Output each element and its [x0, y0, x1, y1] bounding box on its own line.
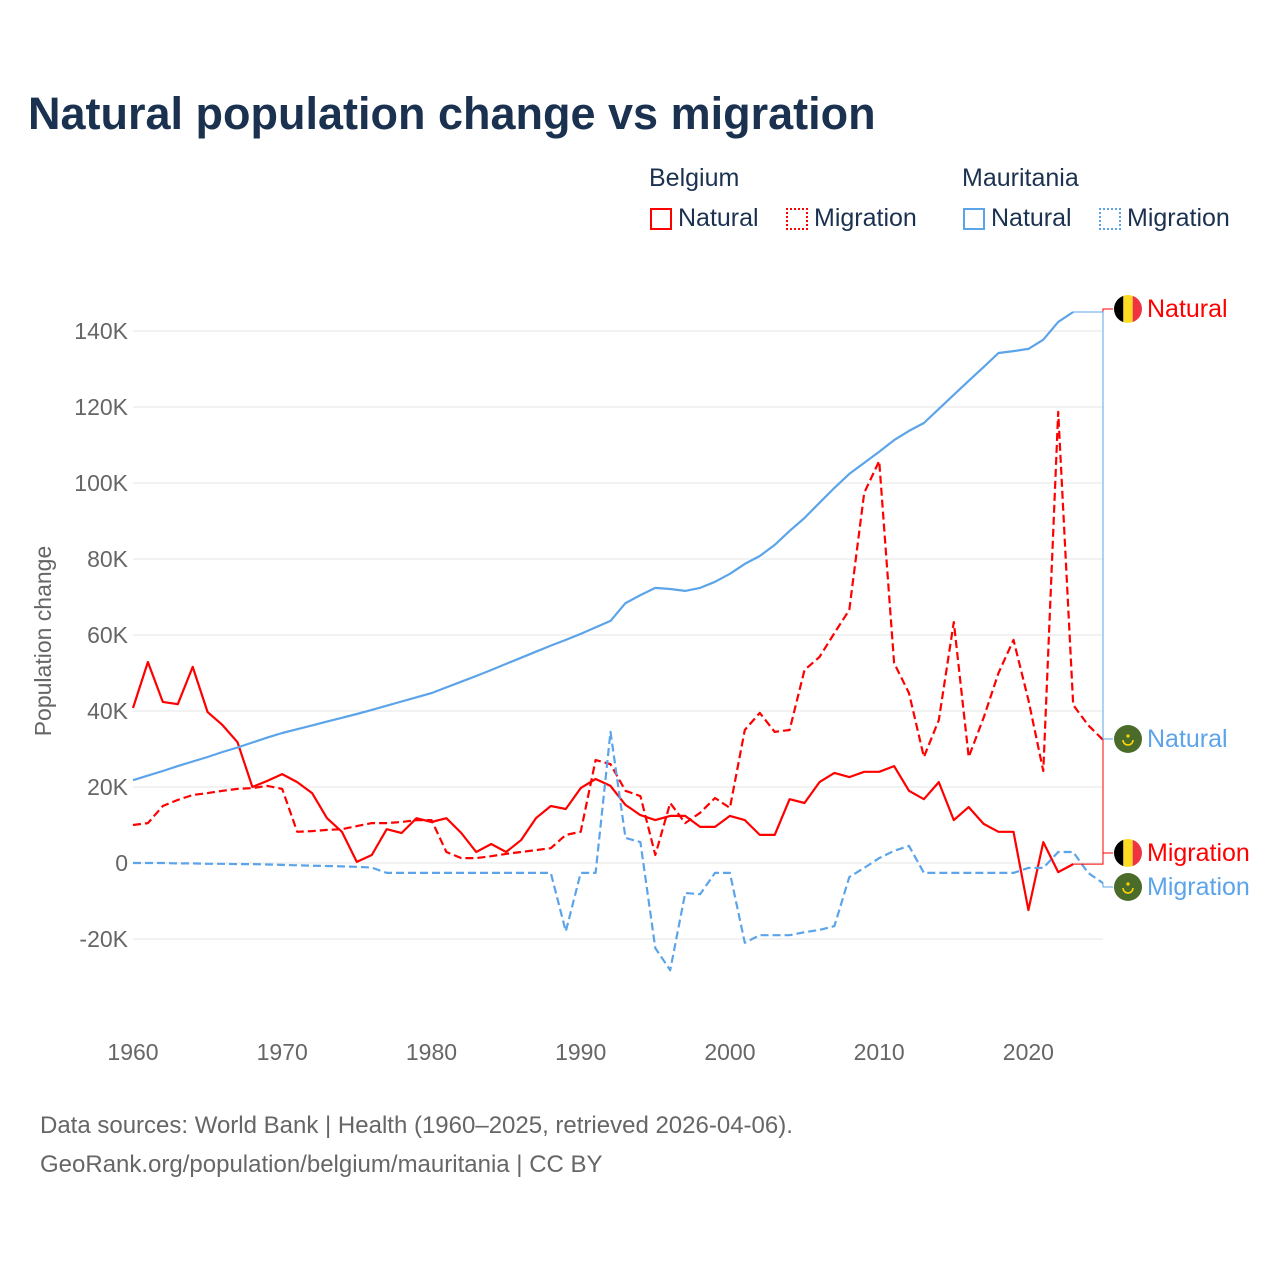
- x-tick-label: 1990: [555, 1039, 606, 1065]
- label-connector: [1073, 311, 1113, 740]
- series-line-belgium-natural: [131, 660, 1074, 912]
- star-icon: [1126, 882, 1130, 886]
- legend-group-mauritania: Mauritania: [962, 164, 1079, 192]
- belgium-flag-icon: [1114, 295, 1124, 323]
- y-tick-label: 0: [115, 850, 128, 876]
- series-end-label: Natural: [1147, 725, 1228, 753]
- y-tick-label: -20K: [79, 926, 128, 952]
- crescent-icon: [1122, 739, 1134, 746]
- y-tick-label: 60K: [87, 622, 129, 648]
- y-tick-label: 40K: [87, 698, 129, 724]
- legend-label: Natural: [991, 204, 1072, 232]
- series-line-mauritania-natural: [132, 311, 1074, 782]
- x-tick-label: 1980: [406, 1039, 457, 1065]
- legend-item-belgium-natural[interactable]: Natural: [650, 204, 759, 233]
- x-tick-label: 2000: [704, 1039, 755, 1065]
- legend-label: Natural: [678, 204, 759, 232]
- dotted-swatch-icon: [1099, 207, 1121, 230]
- x-tick-label: 2020: [1003, 1039, 1054, 1065]
- mauritania-flag-icon: [1114, 873, 1142, 901]
- data-source-note: Data sources: World Bank | Health (1960–…: [40, 1112, 793, 1139]
- series-line-belgium-migration: [132, 410, 1104, 860]
- belgium-flag-icon: [1123, 295, 1133, 323]
- legend-label: Migration: [1127, 204, 1230, 232]
- x-tick-label: 1970: [257, 1039, 308, 1065]
- x-tick-label: 2010: [854, 1039, 905, 1065]
- legend-group-belgium: Belgium: [649, 164, 740, 192]
- series-end-label: Migration: [1147, 839, 1250, 867]
- belgium-flag-icon: [1114, 839, 1124, 867]
- legend-item-mauritania-migration[interactable]: Migration: [1099, 204, 1230, 233]
- y-tick-label: 120K: [74, 394, 128, 420]
- star-icon: [1126, 734, 1130, 738]
- footer: Data sources: World Bank | Health (1960–…: [40, 1106, 793, 1184]
- dotted-swatch-icon: [786, 207, 808, 230]
- x-tick-label: 1960: [107, 1039, 158, 1065]
- series-end-label: Migration: [1147, 873, 1250, 901]
- series-end-label: Natural: [1147, 295, 1228, 323]
- mauritania-flag-icon: [1114, 725, 1142, 753]
- label-connector: [1073, 308, 1113, 865]
- legend-label: Migration: [814, 204, 917, 232]
- y-tick-label: 140K: [74, 318, 128, 344]
- label-connector: [1102, 883, 1113, 888]
- belgium-flag-icon: [1132, 839, 1142, 867]
- y-axis-label: Population change: [30, 546, 56, 737]
- y-tick-label: 100K: [74, 470, 128, 496]
- attribution-link[interactable]: GeoRank.org/population/belgium/mauritani…: [40, 1151, 603, 1178]
- series-line-mauritania-migration: [133, 730, 1104, 972]
- legend-item-mauritania-natural[interactable]: Natural: [963, 204, 1072, 233]
- belgium-flag-icon: [1132, 295, 1142, 323]
- crescent-icon: [1122, 887, 1134, 894]
- solid-swatch-icon: [963, 207, 985, 230]
- chart-title: Natural population change vs migration: [28, 88, 876, 139]
- y-tick-label: 20K: [87, 774, 129, 800]
- y-tick-label: 80K: [87, 546, 129, 572]
- solid-swatch-icon: [650, 207, 672, 230]
- label-connector: [1102, 739, 1113, 854]
- belgium-flag-icon: [1123, 839, 1133, 867]
- legend-item-belgium-migration[interactable]: Migration: [786, 204, 917, 233]
